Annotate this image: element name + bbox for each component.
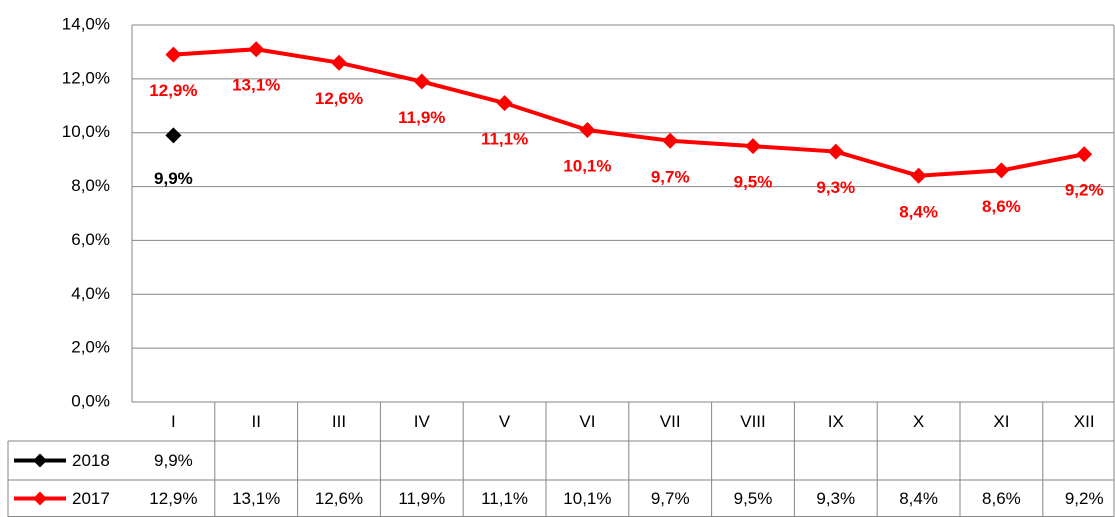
x-tick-label: VII [660,412,681,431]
marker [827,143,844,160]
y-tick-label: 4,0% [71,284,110,303]
marker [165,46,182,63]
data-label: 11,1% [481,130,528,149]
marker [496,95,513,112]
data-label: 12,9% [149,81,197,100]
table-cell: 9,5% [734,489,773,508]
data-label: 11,9% [398,108,445,127]
data-label: 9,5% [734,173,773,192]
table-cell: 11,1% [481,489,528,508]
x-tick-label: V [499,412,511,431]
y-tick-label: 2,0% [71,338,110,357]
data-label: 12,6% [315,89,363,108]
marker [1076,146,1093,163]
data-label: 9,2% [1065,181,1104,200]
table-cell: 10,1% [563,489,611,508]
table-cell: 12,6% [315,489,363,508]
y-tick-label: 6,0% [71,230,110,249]
legend-label: 2017 [72,489,110,508]
x-tick-label: IX [828,412,844,431]
data-label: 10,1% [563,157,611,176]
legend-label: 2018 [72,451,110,470]
x-tick-label: VIII [740,412,766,431]
x-tick-label: II [251,412,260,431]
data-label: 9,9% [154,169,193,188]
table-cell: 9,2% [1065,489,1104,508]
legend-marker [33,453,47,468]
marker [745,138,761,155]
marker [579,122,596,139]
marker [662,132,679,149]
y-tick-label: 10,0% [62,122,110,141]
marker [165,127,182,144]
data-label: 8,6% [982,197,1021,216]
y-tick-label: 14,0% [62,14,110,33]
x-tick-label: I [171,412,176,431]
table-cell: 12,9% [149,489,197,508]
series-line [173,47,1085,178]
data-label: 9,3% [816,178,855,197]
table-cell: 13,1% [232,489,280,508]
x-tick-label: X [913,412,924,431]
y-tick-label: 12,0% [62,68,110,87]
table-cell: 8,6% [982,489,1021,508]
table-cell: 9,9% [154,451,193,470]
data-label: 9,7% [651,167,690,186]
x-tick-label: IV [414,412,431,431]
y-tick-label: 8,0% [71,176,110,195]
data-label: 13,1% [232,76,280,95]
legend-marker [33,491,47,506]
table-cell: 9,7% [651,489,690,508]
x-tick-label: III [332,412,346,431]
marker [910,167,927,184]
marker [331,54,347,71]
y-tick-label: 0,0% [71,391,110,410]
data-label: 8,4% [899,202,938,221]
marker [248,41,265,58]
table-cell: 8,4% [899,489,938,508]
x-tick-label: XII [1074,412,1095,431]
table-cell: 9,3% [816,489,855,508]
table-cell: 11,9% [398,489,445,508]
marker [413,73,430,90]
x-tick-label: XI [993,412,1009,431]
marker [993,162,1010,179]
x-tick-label: VI [579,412,595,431]
